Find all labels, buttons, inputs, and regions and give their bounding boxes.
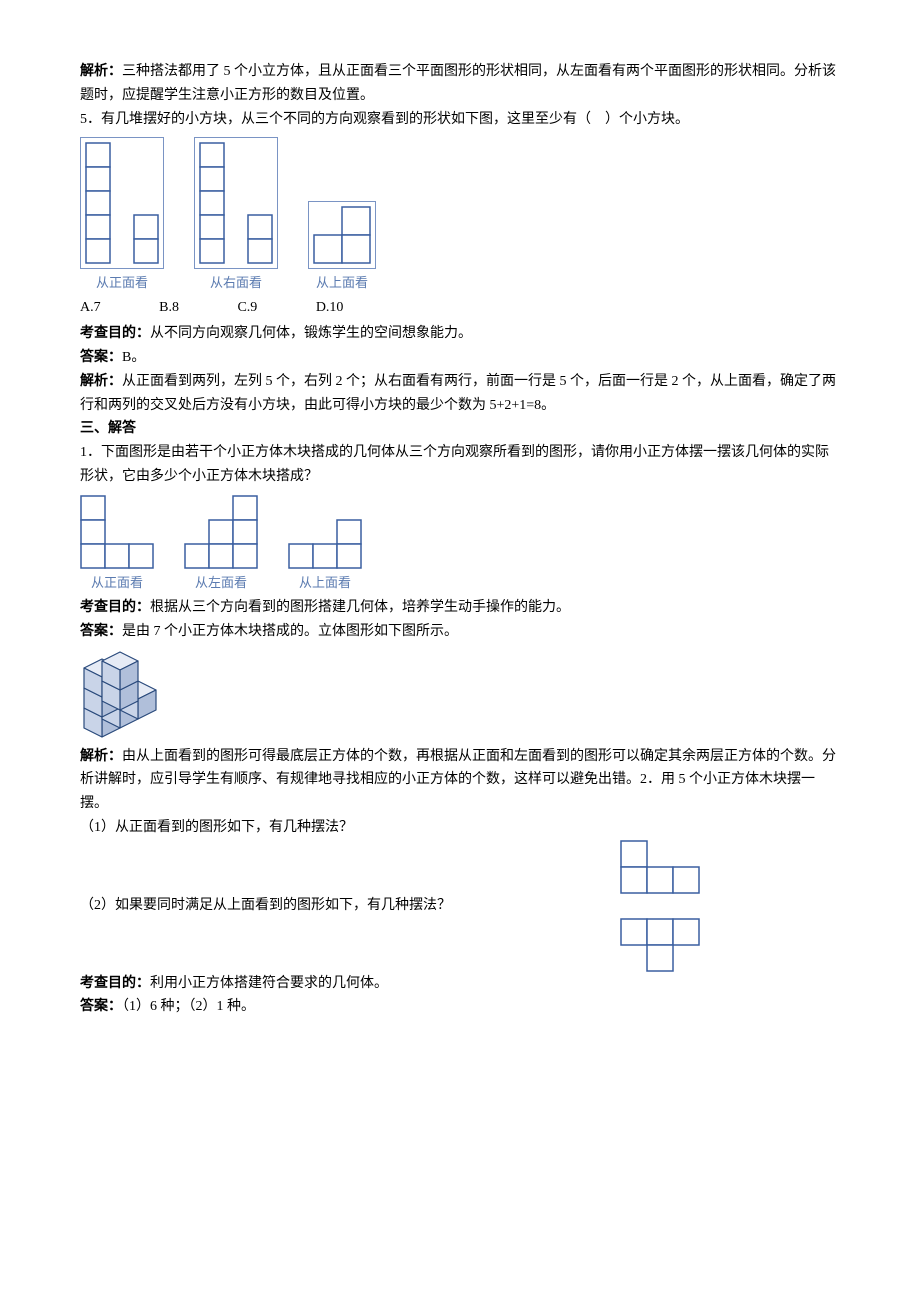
purpose-label: 考查目的： xyxy=(80,326,150,341)
p2-fig2-svg xyxy=(620,918,700,972)
p1-iso-wrap xyxy=(80,648,840,741)
p1-iso-svg xyxy=(80,648,160,741)
p1-front-block: 从正面看 xyxy=(80,495,154,594)
q5-options: A.7 B.8 C.9 D.10 xyxy=(80,296,840,320)
p2-q2: （2）如果要同时满足从上面看到的图形如下，有几种摆法？ xyxy=(80,894,840,918)
p1-top-svg xyxy=(288,519,362,569)
q5-answer-text: B。 xyxy=(122,350,145,365)
p2-purpose-text: 利用小正方体搭建符合要求的几何体。 xyxy=(150,976,388,991)
p2-answer-text: （1）6 种；（2）1 种。 xyxy=(122,999,255,1014)
q5-front-svg xyxy=(80,137,164,269)
view-label-front2: 从正面看 xyxy=(91,572,143,594)
p1-left-svg xyxy=(184,495,258,569)
p2-purpose: 考查目的：利用小正方体搭建符合要求的几何体。 xyxy=(80,972,840,996)
view-label-right: 从右面看 xyxy=(210,272,262,294)
opt-c: C.9 xyxy=(237,296,257,320)
p1-front-svg xyxy=(80,495,154,569)
p1-analysis: 解析：由从上面看到的图形可得最底层正方体的个数，再根据从正面和左面看到的图形可以… xyxy=(80,745,840,816)
q4-analysis-text: 三种搭法都用了 5 个小立方体，且从正面看三个平面图形的形状相同，从左面看有两个… xyxy=(80,64,836,103)
q5-figures: 从正面看 从右面看 从上面看 xyxy=(80,137,840,294)
opt-b: B.8 xyxy=(159,296,179,320)
answer-label: 答案： xyxy=(80,350,122,365)
p1-text: 1．下面图形是由若干个小正方体木块搭成的几何体从三个方向观察所看到的图形，请你用… xyxy=(80,441,840,489)
p1-left-block: 从左面看 xyxy=(184,495,258,594)
analysis-label: 解析： xyxy=(80,64,122,79)
view-label-top: 从上面看 xyxy=(316,272,368,294)
purpose-label3: 考查目的： xyxy=(80,976,150,991)
answer-label2: 答案： xyxy=(80,624,122,639)
analysis-label: 解析： xyxy=(80,374,122,389)
q5-front-block: 从正面看 xyxy=(80,137,164,294)
p2-fig1-svg xyxy=(620,840,700,894)
p2-fig2-wrap xyxy=(620,918,840,972)
q4-analysis: 解析：三种搭法都用了 5 个小立方体，且从正面看三个平面图形的形状相同，从左面看… xyxy=(80,60,840,108)
q5-top-block: 从上面看 xyxy=(308,201,376,294)
p2-fig1-wrap xyxy=(620,840,840,894)
purpose-label2: 考查目的： xyxy=(80,600,150,615)
q5-analysis: 解析：从正面看到两列，左列 5 个，右列 2 个；从右面看有两行，前面一行是 5… xyxy=(80,370,840,418)
p1-top-block: 从上面看 xyxy=(288,519,362,594)
p2-q2-row xyxy=(80,918,840,972)
p2-q1-row xyxy=(80,840,840,894)
p2-answer: 答案：（1）6 种；（2）1 种。 xyxy=(80,995,840,1019)
p1-purpose: 考查目的：根据从三个方向看到的图形搭建几何体，培养学生动手操作的能力。 xyxy=(80,596,840,620)
q5-text: 5．有几堆摆好的小方块，从三个不同的方向观察看到的形状如下图，这里至少有（ ）个… xyxy=(80,108,840,132)
p1-answer: 答案：是由 7 个小正方体木块搭成的。立体图形如下图所示。 xyxy=(80,620,840,644)
q5-purpose-text: 从不同方向观察几何体，锻炼学生的空间想象能力。 xyxy=(150,326,472,341)
q5-analysis-text: 从正面看到两列，左列 5 个，右列 2 个；从右面看有两行，前面一行是 5 个，… xyxy=(80,374,836,413)
q5-answer: 答案：B。 xyxy=(80,346,840,370)
section3-title: 三、解答 xyxy=(80,417,840,441)
view-label-top2: 从上面看 xyxy=(299,572,351,594)
p1-answer-text: 是由 7 个小正方体木块搭成的。立体图形如下图所示。 xyxy=(122,624,458,639)
analysis-label2: 解析： xyxy=(80,749,122,764)
opt-a: A.7 xyxy=(80,296,101,320)
p1-purpose-text: 根据从三个方向看到的图形搭建几何体，培养学生动手操作的能力。 xyxy=(150,600,570,615)
opt-d: D.10 xyxy=(316,296,344,320)
q5-right-svg xyxy=(194,137,278,269)
p1-figures: 从正面看 从左面看 从上面看 xyxy=(80,495,840,594)
q5-purpose: 考查目的：从不同方向观察几何体，锻炼学生的空间想象能力。 xyxy=(80,322,840,346)
q5-top-svg xyxy=(308,201,376,269)
view-label-left: 从左面看 xyxy=(195,572,247,594)
q5-right-block: 从右面看 xyxy=(194,137,278,294)
p2-q1: （1）从正面看到的图形如下，有几种摆法？ xyxy=(80,816,840,840)
view-label-front: 从正面看 xyxy=(96,272,148,294)
answer-label3: 答案： xyxy=(80,999,122,1014)
